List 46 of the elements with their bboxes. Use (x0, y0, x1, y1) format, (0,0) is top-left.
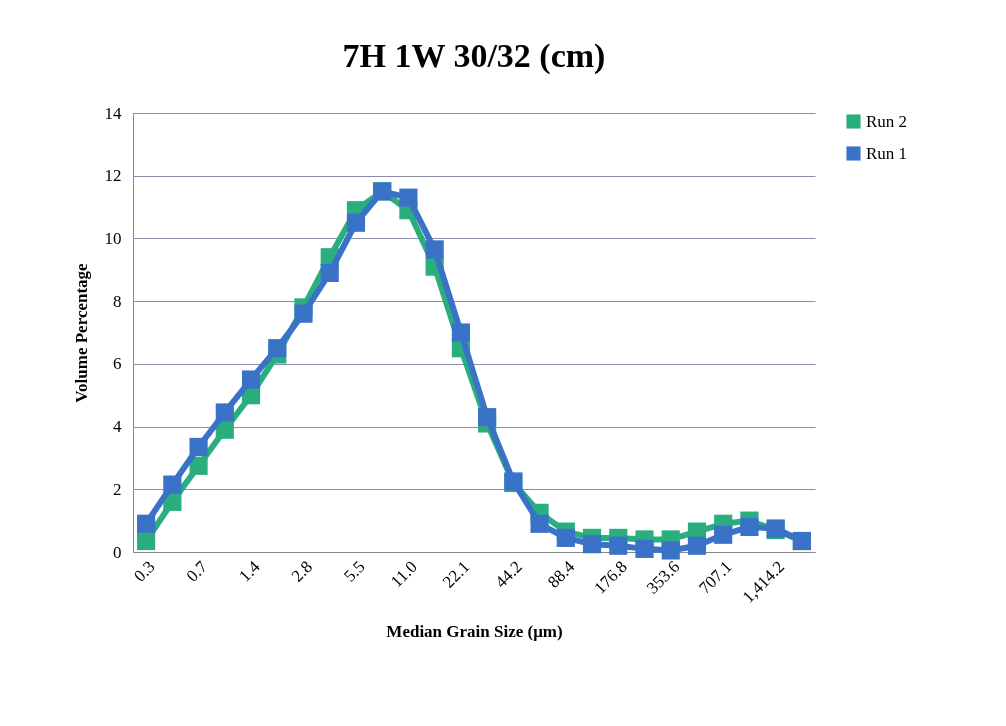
x-tick-label: 1.4 (235, 556, 264, 586)
point (687, 536, 707, 555)
y-tick-label: 14 (104, 103, 122, 123)
y-tick-label: 10 (104, 228, 122, 248)
point (399, 188, 418, 207)
x-tick-label: 5.5 (340, 557, 369, 586)
x-tick-label: 0.7 (182, 556, 212, 586)
point (635, 539, 654, 558)
point (740, 517, 759, 536)
x-axis-title: Median Grain Size (μm) (386, 621, 563, 641)
point (478, 408, 497, 427)
point (189, 437, 208, 457)
point (425, 240, 444, 259)
point (137, 531, 156, 551)
point (268, 339, 287, 358)
legend-label: Run 2 (866, 111, 908, 131)
y-tick-label: 12 (104, 166, 122, 186)
point (189, 456, 208, 475)
y-tick-label: 2 (113, 479, 122, 499)
point (609, 536, 628, 555)
legend-label: Run 1 (866, 143, 908, 163)
point (714, 525, 733, 544)
point (451, 323, 470, 342)
y-tick-label: 0 (113, 542, 122, 562)
point (556, 528, 575, 547)
x-tick-label: 0.3 (130, 557, 159, 586)
x-tick-label: 44.2 (491, 557, 526, 592)
point (241, 370, 261, 389)
point (137, 514, 156, 533)
y-tick-label: 6 (113, 354, 122, 374)
point (163, 475, 182, 494)
x-tick-label: 11.0 (386, 557, 421, 592)
point (294, 304, 313, 323)
y-tick-label: 4 (113, 417, 122, 437)
point (582, 535, 602, 554)
x-tick-label: 88.4 (543, 556, 579, 592)
point (215, 403, 234, 422)
point (661, 541, 680, 560)
point (530, 514, 549, 533)
x-tick-label: 22.1 (438, 557, 474, 592)
x-tick-label: 2.8 (287, 557, 317, 586)
point (320, 263, 339, 282)
y-tick-label: 8 (113, 291, 122, 311)
y-axis-title: Volume Percentage (71, 262, 91, 403)
chart-title: 7H 1W 30/32 (cm) (342, 37, 606, 75)
point (346, 213, 366, 232)
